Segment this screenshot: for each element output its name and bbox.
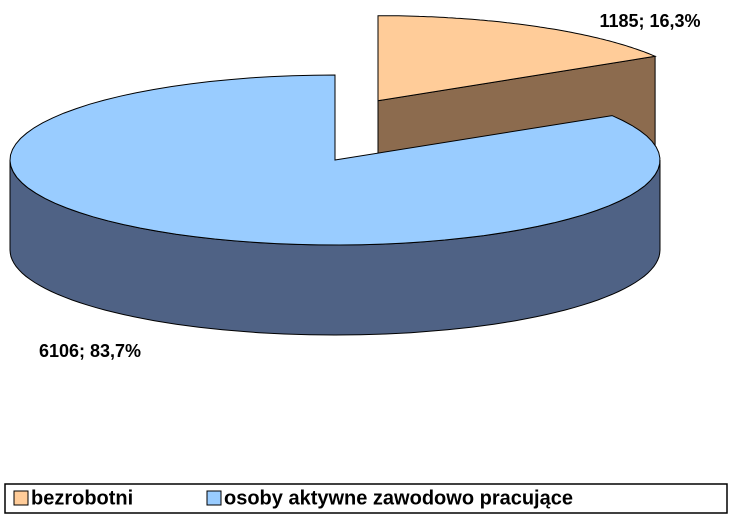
legend-label: osoby aktywne zawodowo pracujące (224, 487, 573, 509)
legend-swatch (13, 490, 29, 506)
data-label: 1185; 16,3% (599, 11, 700, 31)
legend-box (4, 483, 728, 514)
slice-top (377, 15, 657, 102)
pie: 1185; 16,3% 6106; 83,7% (9, 11, 701, 361)
legend-label: bezrobotni (31, 487, 133, 509)
legend: bezrobotni osoby aktywne zawodowo pracują… (13, 487, 573, 509)
data-label: 6106; 83,7% (39, 341, 141, 361)
legend-swatch (206, 490, 222, 506)
slice-top (9, 74, 661, 246)
slice (9, 74, 661, 336)
